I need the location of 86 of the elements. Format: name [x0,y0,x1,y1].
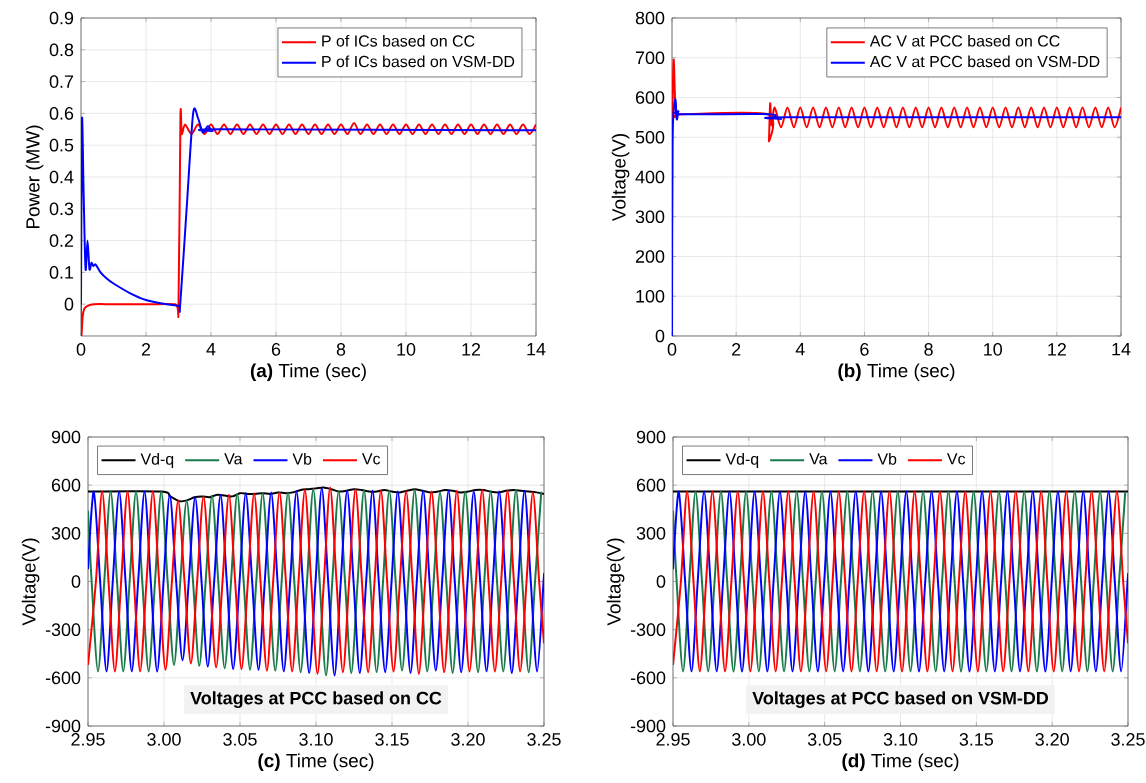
legend-label: Va [224,453,243,465]
y-tick-label: 100 [636,289,665,303]
y-tick-label: 0 [655,329,665,343]
x-tick-label: 3.25 [527,733,561,746]
x-tick-label: 3.10 [299,733,333,746]
y-tick-label: 600 [636,478,666,492]
y-tick-label: 0.5 [49,138,74,152]
x-tick-label: 6 [271,343,281,356]
x-tick-label: 3.00 [732,733,766,746]
legend-label: AC V at PCC based on VSM-DD [869,55,1100,68]
x-tick-label: 3.25 [1111,733,1145,746]
y-tick-label: 0 [71,575,81,588]
y-tick-label: 0.8 [49,43,74,57]
legend-label: Vc [946,453,966,465]
legend-label: Va [809,453,828,465]
x-tick-label: 3.20 [1035,733,1069,746]
x-tick-label: 3.10 [883,733,918,746]
y-tick-label: 300 [635,210,665,224]
legend-label: Vc [361,453,381,465]
x-tick-label: 12 [1048,343,1066,356]
y-tick-label: -300 [630,623,666,637]
x-tick-label: 2 [732,343,741,356]
x-axis-title: (a) Time (sec) [250,363,366,382]
y-tick-label: 0.1 [49,266,74,279]
x-tick-label: 6 [860,343,869,356]
x-tick-label: 10 [397,343,416,356]
x-tick-label: 3.05 [223,733,257,746]
y-tick-label: 400 [635,170,665,184]
y-tick-label: 0.6 [49,107,74,120]
x-tick-label: 10 [984,343,1002,356]
annotation: Voltages at PCC based on CC [190,691,442,709]
x-axis-title: (d) Time (sec) [842,753,959,772]
y-axis-title: Power (MW) [25,125,44,229]
y-tick-label: 300 [51,526,81,540]
y-tick-label: 0.9 [49,11,74,25]
y-tick-label: 500 [635,130,665,144]
y-tick-label: -900 [630,719,666,733]
y-tick-label: 300 [636,526,666,540]
y-tick-label: 0 [656,575,666,588]
y-tick-label: 0.2 [49,234,74,247]
y-tick-label: 600 [635,91,665,104]
y-tick-label: -300 [45,623,81,637]
x-tick-label: 3.15 [959,733,994,746]
x-tick-label: 3.15 [375,733,409,746]
y-tick-label: 0.7 [49,75,74,88]
x-tick-label: 12 [462,343,481,356]
y-tick-label: 700 [635,51,665,65]
legend-label: Vb [292,453,312,465]
x-tick-label: 2.95 [656,733,690,746]
annotation: Voltages at PCC based on VSM-DD [752,691,1049,709]
x-tick-label: 3.20 [451,733,485,746]
x-tick-label: 2.95 [71,733,105,746]
legend-label: Vb [877,453,897,465]
y-tick-label: -600 [45,671,81,685]
y-tick-label: 0.3 [49,202,74,216]
x-tick-label: 8 [336,343,346,356]
x-tick-label: 4 [206,343,216,356]
y-axis-title: Voltage(V) [606,538,625,626]
y-tick-label: 0.4 [49,170,74,184]
y-tick-label: 800 [635,11,665,25]
x-tick-label: 14 [527,343,546,356]
line-series [88,486,545,503]
y-tick-label: 900 [51,430,81,444]
x-tick-label: 8 [924,343,933,356]
x-tick-label: 2 [141,343,151,356]
x-axis-title: (c) Time (sec) [258,753,374,772]
legend-label: Vd-q [725,453,759,468]
x-tick-label: 0 [667,343,677,356]
y-tick-label: 600 [51,478,81,492]
y-tick-label: 900 [636,430,666,444]
y-tick-label: 200 [635,250,665,263]
y-tick-label: -900 [45,719,81,733]
legend-label: Vd-q [140,453,174,468]
x-tick-label: 3.00 [147,733,181,746]
y-tick-label: -600 [630,671,666,685]
y-tick-label: 0 [64,297,74,311]
x-tick-label: 3.05 [807,733,842,746]
y-axis-title: Voltage(V) [611,133,630,222]
x-tick-label: 4 [795,343,805,356]
legend-label: P of ICs based on CC [322,34,475,47]
y-axis-title: Voltage(V) [21,538,40,626]
legend-label: AC V at PCC based on CC [869,34,1060,47]
line-series [672,98,1122,336]
legend-label: P of ICs based on VSM-DD [322,55,515,68]
x-tick-label: 14 [1112,343,1131,356]
x-axis-title: (b) Time (sec) [838,363,955,382]
